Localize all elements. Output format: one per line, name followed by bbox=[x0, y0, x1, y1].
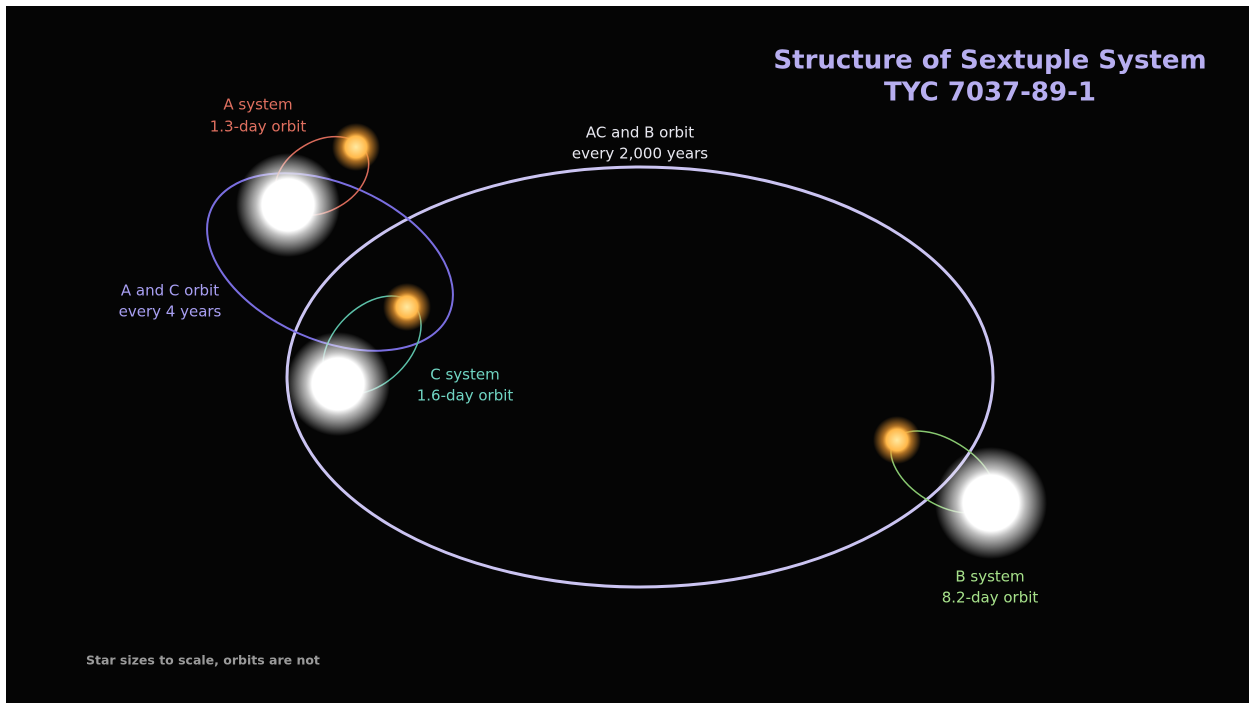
label: AC and B orbit bbox=[586, 124, 694, 142]
star-b-secondary bbox=[873, 416, 921, 464]
footnote: Star sizes to scale, orbits are not bbox=[86, 653, 320, 668]
star-a-primary bbox=[236, 153, 340, 257]
title: Structure of Sextuple System bbox=[773, 46, 1206, 76]
star-b-primary bbox=[935, 447, 1047, 559]
subtitle: TYC 7037-89-1 bbox=[884, 78, 1096, 108]
label: A system bbox=[223, 96, 292, 114]
label: A and C orbit bbox=[121, 282, 219, 300]
label: every 4 years bbox=[119, 303, 222, 321]
background bbox=[6, 6, 1249, 703]
star-c-secondary bbox=[383, 283, 431, 331]
diagram: Structure of Sextuple System TYC 7037-89… bbox=[0, 0, 1255, 709]
label: 8.2-day orbit bbox=[942, 589, 1039, 607]
label: C system bbox=[430, 366, 499, 384]
label: 1.3-day orbit bbox=[210, 118, 307, 136]
star-c-primary bbox=[286, 332, 390, 436]
label: 1.6-day orbit bbox=[417, 387, 514, 405]
star-a-secondary bbox=[332, 123, 380, 171]
label: every 2,000 years bbox=[572, 145, 708, 163]
label: B system bbox=[955, 568, 1024, 586]
page: Structure of Sextuple System TYC 7037-89… bbox=[0, 0, 1255, 709]
